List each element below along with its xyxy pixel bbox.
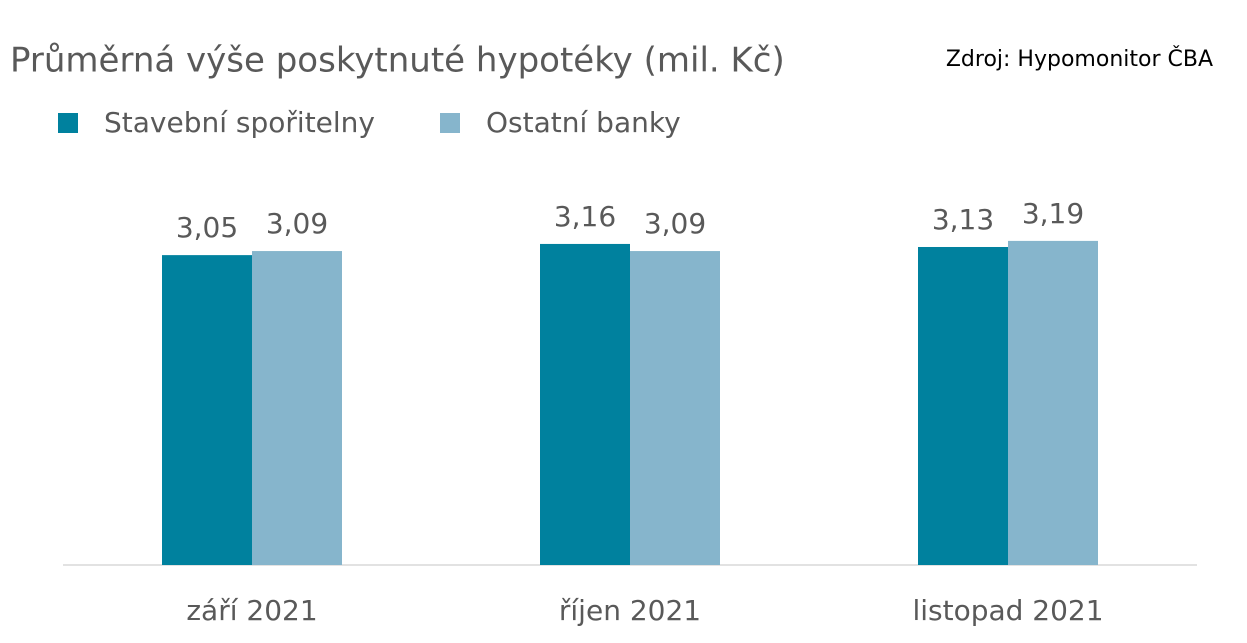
- x-tick-label: říjen 2021: [559, 594, 701, 627]
- bar: [918, 246, 1008, 565]
- legend-label: Ostatní banky: [486, 106, 681, 139]
- bar: [540, 243, 630, 565]
- value-label: 3,13: [932, 203, 994, 236]
- value-label: 3,05: [176, 211, 238, 244]
- value-label: 3,16: [554, 200, 616, 233]
- legend-swatch: [440, 113, 460, 133]
- x-tick-label: září 2021: [186, 594, 317, 627]
- bar: [162, 255, 252, 565]
- value-label: 3,09: [644, 207, 706, 240]
- source: Zdroj: Hypomonitor ČBA: [946, 46, 1213, 72]
- legend-label: Stavební spořitelny: [104, 106, 375, 139]
- bar: [252, 251, 342, 565]
- value-label: 3,09: [266, 207, 328, 240]
- bar: [630, 251, 720, 565]
- value-label: 3,19: [1022, 197, 1084, 230]
- x-tick-label: listopad 2021: [912, 594, 1103, 627]
- legend-swatch: [58, 113, 78, 133]
- bar: [1008, 240, 1098, 565]
- chart-title: Průměrná výše poskytnuté hypotéky (mil. …: [10, 41, 785, 81]
